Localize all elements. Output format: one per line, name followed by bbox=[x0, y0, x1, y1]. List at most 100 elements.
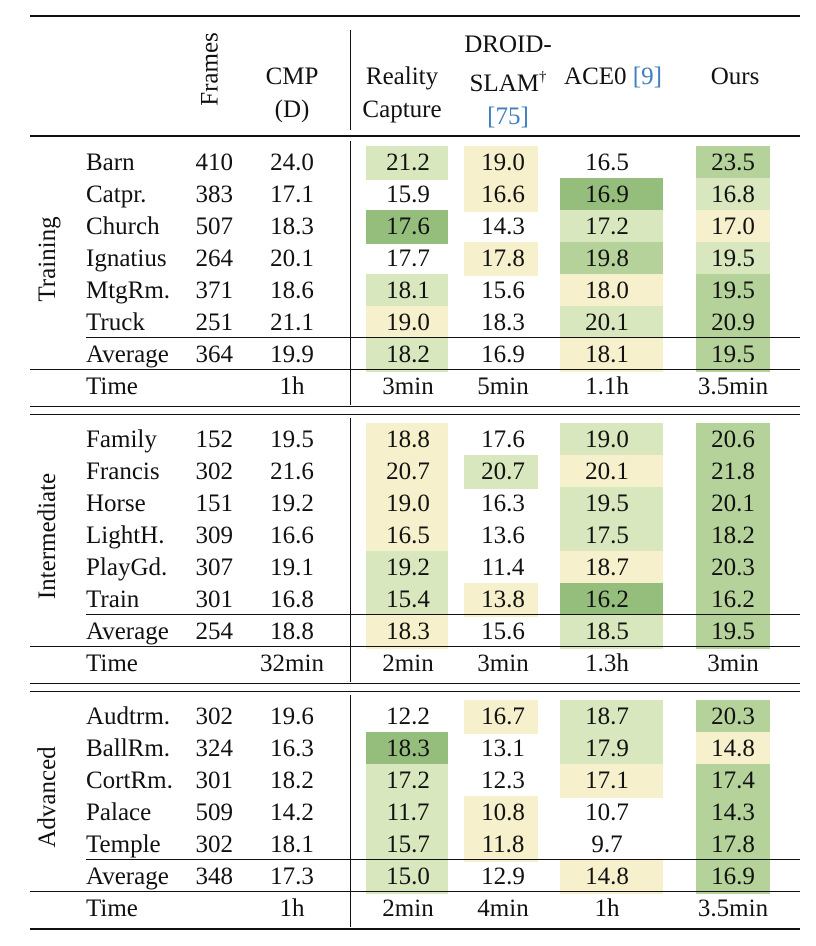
value-cell: 16.2 bbox=[585, 586, 629, 613]
rule bbox=[30, 646, 800, 647]
value-cell: 19.0 bbox=[481, 149, 525, 176]
value-cell: 19.5 bbox=[711, 618, 755, 645]
cmp-cell: 21.6 bbox=[270, 458, 314, 485]
average-label: Average bbox=[86, 618, 169, 645]
cmp-cell: 24.0 bbox=[270, 149, 314, 176]
cmp-cell: 19.9 bbox=[270, 341, 314, 368]
cell-highlight bbox=[464, 455, 538, 489]
cell-highlight bbox=[366, 306, 448, 340]
group-label: Intermediate bbox=[34, 472, 61, 600]
cell-highlight bbox=[696, 210, 770, 244]
value-cell: 19.8 bbox=[585, 245, 629, 272]
cmp-cell: 16.6 bbox=[270, 522, 314, 549]
value-cell: 11.8 bbox=[481, 831, 525, 858]
cell-highlight bbox=[560, 700, 663, 734]
value-cell: 15.7 bbox=[386, 831, 430, 858]
cell-highlight bbox=[560, 551, 663, 585]
value-cell: 20.3 bbox=[711, 703, 755, 730]
cell-highlight bbox=[366, 551, 448, 585]
cell-highlight bbox=[464, 146, 538, 180]
rule bbox=[30, 891, 800, 892]
cell-highlight bbox=[696, 828, 770, 862]
value-cell: 20.6 bbox=[711, 426, 755, 453]
value-cell: 18.1 bbox=[386, 277, 430, 304]
cell-highlight bbox=[696, 551, 770, 585]
value-cell: 17.7 bbox=[386, 245, 430, 272]
rule bbox=[30, 15, 800, 17]
scene-name: Family bbox=[86, 426, 157, 453]
cell-highlight bbox=[560, 338, 663, 372]
frames-cell: 152 bbox=[195, 426, 234, 453]
value-cell: 16.2 bbox=[711, 586, 755, 613]
value-cell: 10.7 bbox=[585, 799, 629, 826]
column-rule bbox=[350, 30, 351, 130]
scene-name: PlayGd. bbox=[86, 554, 168, 581]
value-cell: 16.3 bbox=[481, 490, 525, 517]
value-cell: 15.6 bbox=[481, 277, 525, 304]
column-rule bbox=[350, 695, 351, 927]
value-cell: 16.6 bbox=[481, 181, 525, 208]
group-label: Training bbox=[34, 216, 61, 302]
value-cell: 14.8 bbox=[711, 735, 755, 762]
value-cell: 16.9 bbox=[481, 341, 525, 368]
time-cell: 1h bbox=[594, 895, 620, 922]
cell-highlight bbox=[366, 860, 448, 894]
cmp-cell: 19.6 bbox=[270, 703, 314, 730]
value-cell: 18.2 bbox=[386, 341, 430, 368]
value-cell: 17.6 bbox=[481, 426, 525, 453]
cmp-cell: 19.5 bbox=[270, 426, 314, 453]
scene-name: Palace bbox=[86, 799, 152, 826]
cell-highlight bbox=[366, 210, 448, 244]
value-cell: 12.2 bbox=[386, 703, 430, 730]
time-cell: 2min bbox=[382, 895, 434, 922]
frames-cell: 254 bbox=[195, 618, 234, 645]
cell-highlight bbox=[696, 306, 770, 340]
cmp-cell: 18.2 bbox=[270, 767, 314, 794]
value-cell: 15.4 bbox=[386, 586, 430, 613]
cell-highlight bbox=[696, 455, 770, 489]
scene-name: Francis bbox=[86, 458, 160, 485]
cell-highlight bbox=[560, 764, 663, 798]
cell-highlight bbox=[366, 583, 448, 617]
value-cell: 17.2 bbox=[386, 767, 430, 794]
value-cell: 14.8 bbox=[585, 863, 629, 890]
rule bbox=[30, 683, 800, 684]
cell-highlight bbox=[464, 796, 538, 830]
average-label: Average bbox=[86, 341, 169, 368]
scene-name: Catpr. bbox=[86, 181, 147, 208]
cell-highlight bbox=[366, 764, 448, 798]
value-cell: 13.1 bbox=[481, 735, 525, 762]
cmp-cell: 18.3 bbox=[270, 213, 314, 240]
scene-name: Ignatius bbox=[86, 245, 167, 272]
time-cmp: 1h bbox=[279, 895, 305, 922]
value-cell: 21.2 bbox=[386, 149, 430, 176]
value-cell: 17.5 bbox=[585, 522, 629, 549]
value-cell: 17.6 bbox=[386, 213, 430, 240]
time-cell: 3min bbox=[382, 373, 434, 400]
value-cell: 17.9 bbox=[585, 735, 629, 762]
cmp-cell: 16.3 bbox=[270, 735, 314, 762]
value-cell: 15.9 bbox=[386, 181, 430, 208]
cmp-cell: 19.2 bbox=[270, 490, 314, 517]
time-cell: 3.5min bbox=[697, 373, 769, 400]
cell-highlight bbox=[696, 860, 770, 894]
cell-highlight bbox=[464, 178, 538, 212]
value-cell: 18.3 bbox=[386, 618, 430, 645]
cell-highlight bbox=[696, 146, 770, 180]
scene-name: Audtrm. bbox=[86, 703, 171, 730]
cell-highlight bbox=[560, 583, 663, 617]
frames-cell: 324 bbox=[195, 735, 234, 762]
time-label: Time bbox=[86, 650, 138, 677]
cell-highlight bbox=[696, 338, 770, 372]
scene-name: Temple bbox=[86, 831, 161, 858]
citation-link[interactable]: [75] bbox=[487, 103, 529, 130]
value-cell: 20.7 bbox=[481, 458, 525, 485]
cmp-cell: 17.1 bbox=[270, 181, 314, 208]
cell-highlight bbox=[560, 242, 663, 276]
cell-highlight bbox=[366, 338, 448, 372]
cell-highlight bbox=[366, 796, 448, 830]
scene-name: Horse bbox=[86, 490, 146, 517]
cell-highlight bbox=[560, 274, 663, 308]
rule bbox=[86, 337, 800, 338]
citation-link[interactable]: [9] bbox=[632, 63, 662, 90]
